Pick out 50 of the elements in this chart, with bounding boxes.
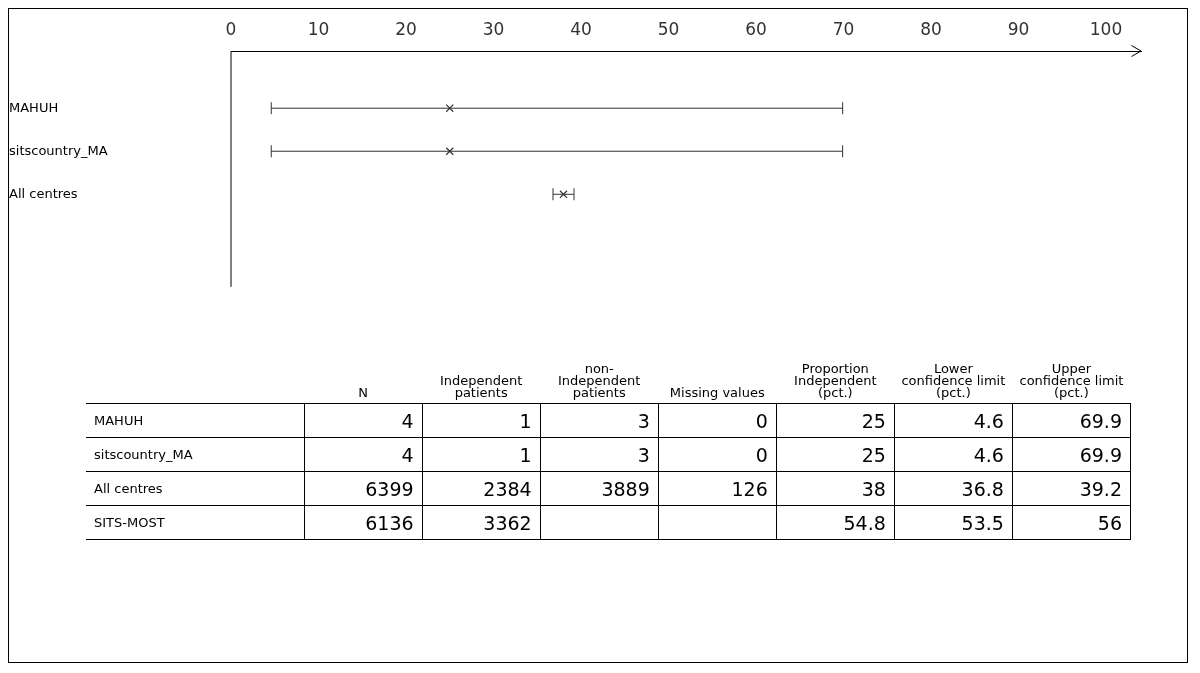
data-label: 4.6 — [894, 403, 1013, 438]
y-tick-label: All centres — [86, 471, 305, 506]
data-label: 25 — [776, 403, 895, 438]
x-tick-label: 40 — [570, 18, 592, 39]
x-tick-label: 80 — [920, 18, 942, 39]
data-label: 3889 — [540, 471, 659, 506]
data-label: 2384 — [422, 471, 541, 506]
y-tick-label: MAHUH — [9, 99, 59, 115]
y-tick-label: MAHUH — [86, 403, 305, 438]
data-label: 53.5 — [894, 505, 1013, 540]
x-tick-label: 60 — [745, 18, 767, 39]
data-label: 3 — [540, 403, 659, 438]
x-tick-label: Independent patients — [438, 372, 524, 402]
data-label: 4 — [304, 437, 423, 472]
y-tick-label: SITS-MOST — [86, 505, 305, 540]
x-tick-label: 10 — [307, 18, 330, 39]
x-tick-label: 20 — [395, 18, 417, 39]
x-tick-label: non-Independent patients — [557, 361, 642, 402]
x-tick-label: Missing values — [668, 384, 766, 402]
data-label: 54.8 — [776, 505, 895, 540]
data-label: 1 — [422, 403, 541, 438]
data-label: 39.2 — [1012, 471, 1131, 506]
data-label: 0 — [658, 437, 777, 472]
x-tick-label: 30 — [482, 18, 505, 39]
y-tick-label: sitscountry_MA — [9, 142, 108, 158]
data-label: 3362 — [422, 505, 541, 540]
x-tick-label: 50 — [657, 18, 680, 39]
x-tick-label: N — [357, 384, 369, 402]
data-label: 4 — [304, 403, 423, 438]
data-label: 36.8 — [894, 471, 1013, 506]
data-label: 69.9 — [1012, 403, 1131, 438]
data-label: 3 — [540, 437, 659, 472]
y-tick-label: sitscountry_MA — [86, 437, 305, 472]
x-tick-label: 90 — [1007, 18, 1030, 39]
data-label: 126 — [658, 471, 777, 506]
x-tick-label: Proportion Independent (pct.) — [793, 361, 878, 402]
data-label: 4.6 — [894, 437, 1013, 472]
x-tick-label: 100 — [1089, 18, 1123, 39]
data-label: 38 — [776, 471, 895, 506]
data-label: 6399 — [304, 471, 423, 506]
x-tick-label: Upper confidence limit (pct.) — [1018, 361, 1125, 402]
x-tick-label: 70 — [832, 18, 855, 39]
data-label: 1 — [422, 437, 541, 472]
data-label: 6136 — [304, 505, 423, 540]
data-label: 56 — [1012, 505, 1131, 540]
data-label: 69.9 — [1012, 437, 1131, 472]
x-tick-label: 0 — [225, 18, 237, 39]
data-label: 25 — [776, 437, 895, 472]
y-tick-label: All centres — [9, 185, 78, 201]
x-tick-label: Lower confidence limit (pct.) — [900, 361, 1007, 402]
